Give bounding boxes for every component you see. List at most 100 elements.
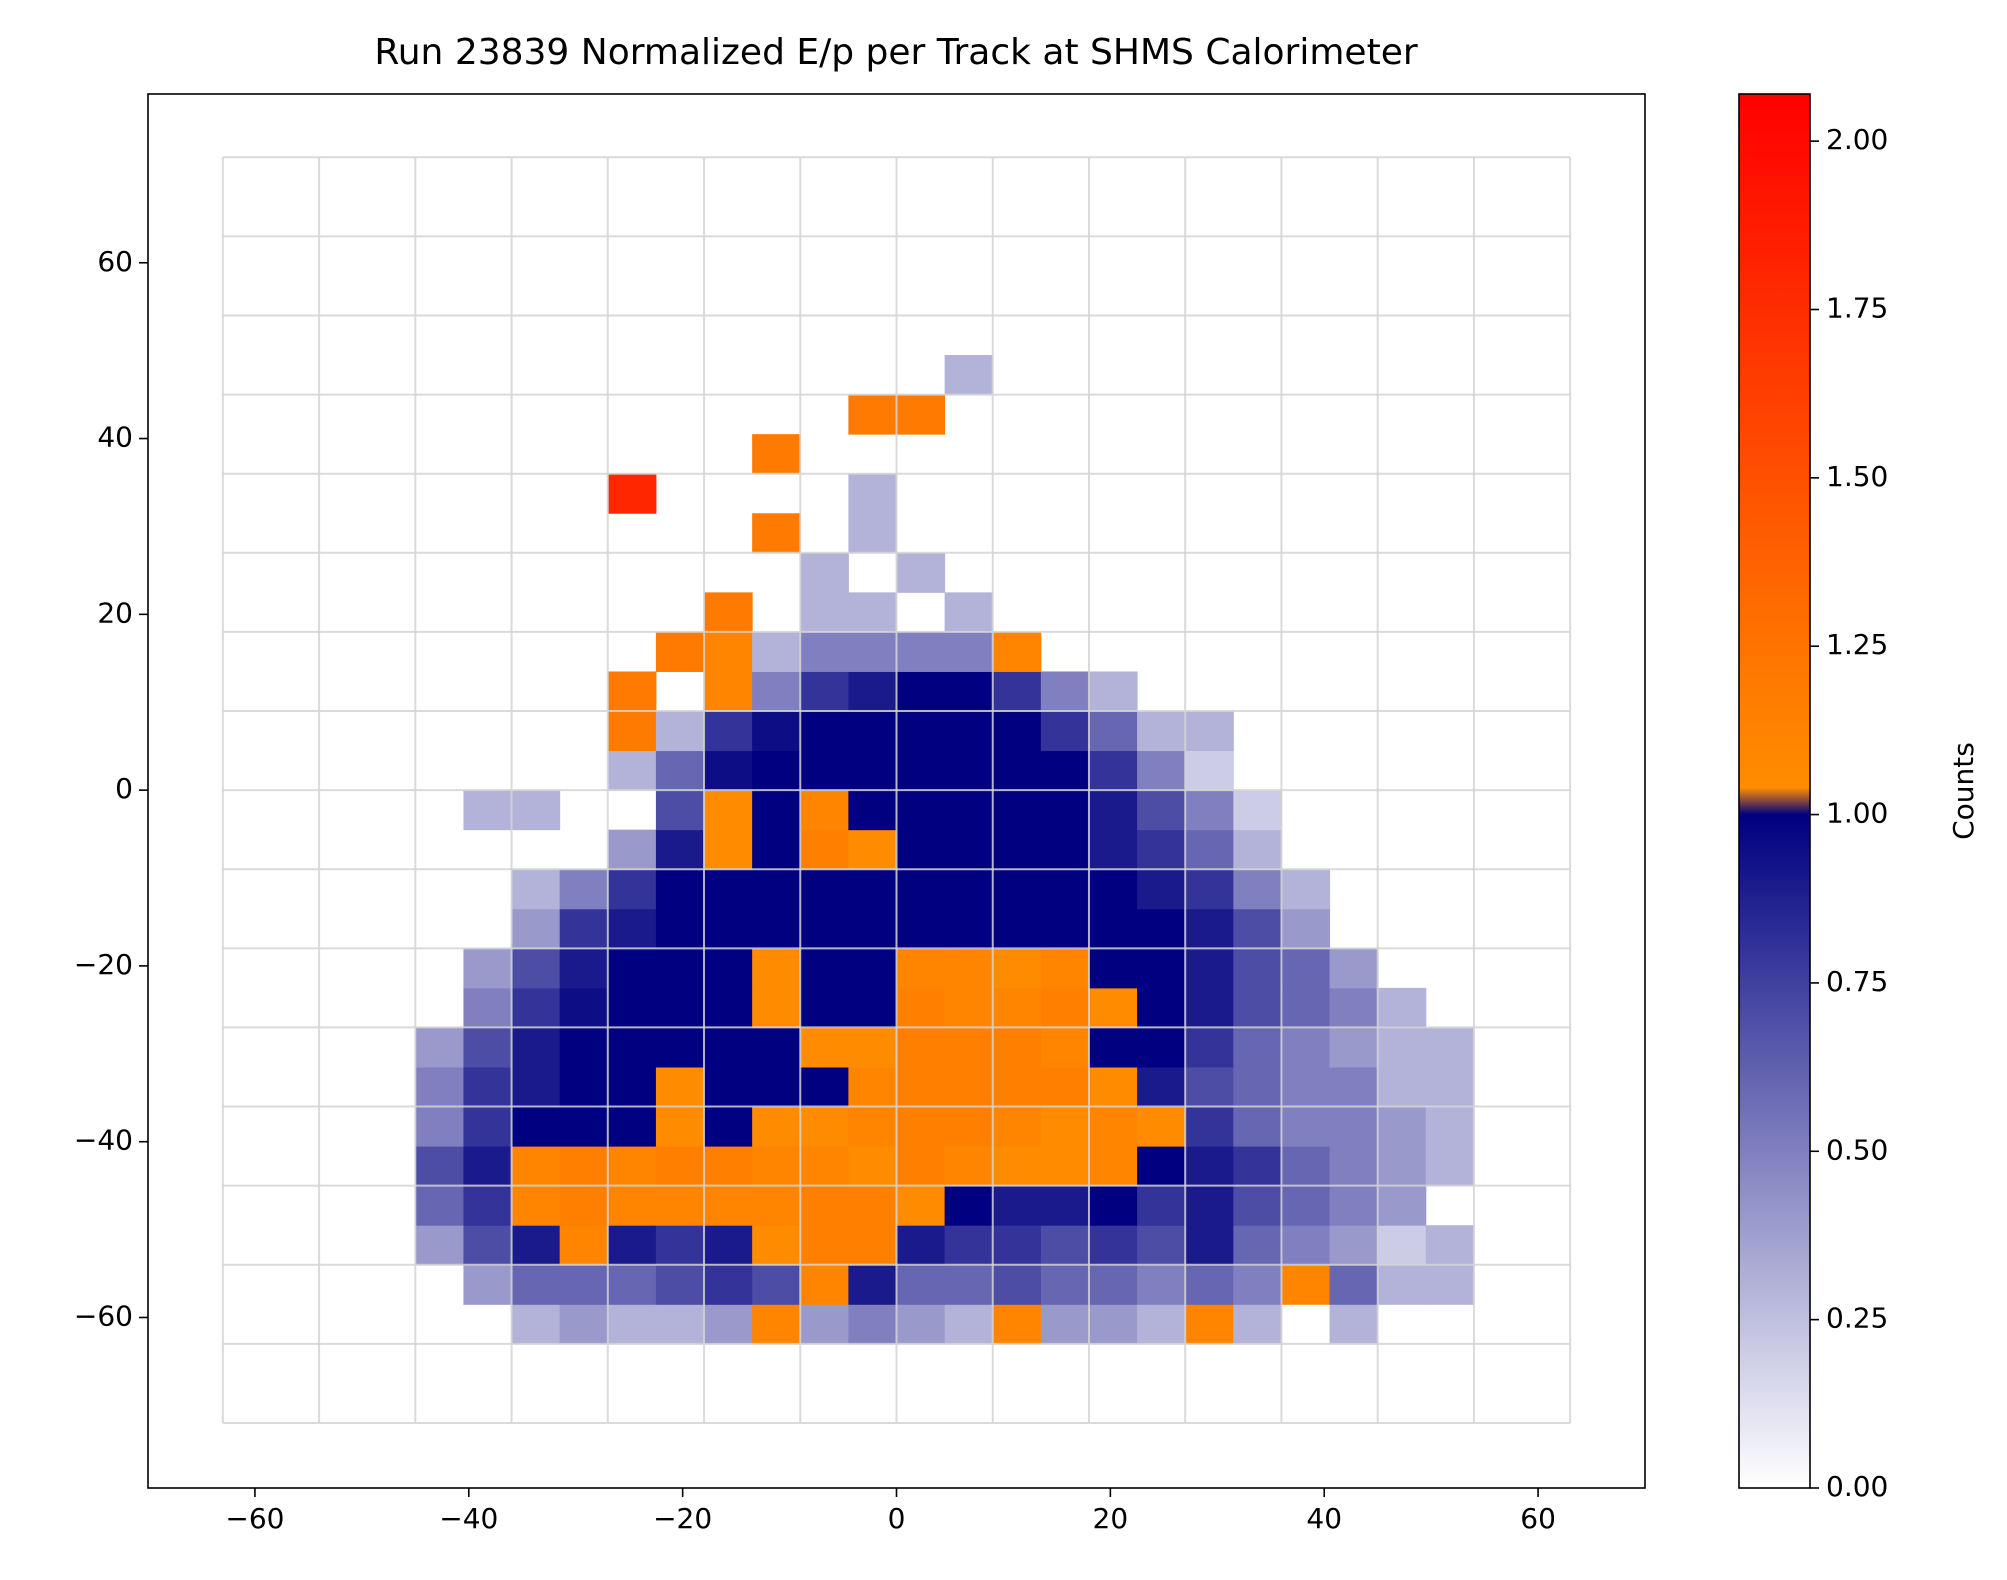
heatmap-cell xyxy=(848,1304,897,1345)
heatmap-cell xyxy=(511,790,561,831)
heatmap-cell xyxy=(1377,1066,1427,1108)
x-tick-label: −40 xyxy=(439,1502,498,1535)
heatmap-cell xyxy=(607,1146,657,1187)
heatmap-cell xyxy=(704,592,753,633)
heatmap-cell xyxy=(1281,1027,1331,1068)
heatmap-cell xyxy=(800,1304,849,1345)
heatmap-cell xyxy=(1377,1264,1427,1305)
y-tick-label: −40 xyxy=(74,1124,133,1157)
heatmap-cell xyxy=(1185,1264,1234,1305)
heatmap-cell xyxy=(992,790,1042,831)
heatmap-cell xyxy=(559,1304,609,1345)
heatmap-cell xyxy=(1137,987,1186,1028)
heatmap-cell xyxy=(800,552,849,593)
heatmap-cell xyxy=(848,1225,897,1266)
heatmap-cell xyxy=(848,869,897,910)
heatmap-cell xyxy=(1137,790,1186,831)
x-tick-label: 40 xyxy=(1306,1502,1342,1535)
heatmap-cell xyxy=(1425,1066,1475,1108)
heatmap-cell xyxy=(1040,671,1090,712)
heatmap-cell xyxy=(415,1066,464,1108)
heatmap-cell xyxy=(1137,1106,1186,1147)
heatmap-cell xyxy=(896,987,946,1028)
heatmap-cell xyxy=(896,790,946,831)
heatmap-cell xyxy=(752,1185,801,1226)
heatmap-cell xyxy=(800,1027,849,1068)
heatmap-cell xyxy=(800,671,849,712)
colorbar-tick-label: 1.25 xyxy=(1826,628,1888,661)
heatmap-cell xyxy=(848,790,897,831)
heatmap-cell xyxy=(415,1106,464,1147)
heatmap-cell xyxy=(896,829,946,870)
heatmap-cell xyxy=(655,829,705,870)
heatmap-cell xyxy=(607,829,657,870)
heatmap-cell xyxy=(1185,1185,1234,1226)
heatmap-cell xyxy=(896,394,946,435)
heatmap-cell xyxy=(704,750,753,791)
heatmap-cell xyxy=(655,1027,705,1068)
heatmap-cell xyxy=(848,711,897,752)
heatmap-cell xyxy=(1185,869,1234,910)
heatmap-cell xyxy=(800,908,849,949)
heatmap-cell xyxy=(655,869,705,910)
heatmap-cell xyxy=(655,750,705,791)
heatmap-cell xyxy=(896,1185,946,1226)
heatmap-cell xyxy=(752,1066,801,1108)
heatmap-cell xyxy=(1040,1225,1090,1266)
heatmap-cell xyxy=(752,434,801,475)
heatmap-cell xyxy=(1137,1225,1186,1266)
heatmap-cell xyxy=(992,1027,1042,1068)
heatmap-cell xyxy=(655,1225,705,1266)
heatmap-cell xyxy=(848,948,897,989)
heatmap-cell xyxy=(944,869,994,910)
heatmap-cell xyxy=(704,1304,753,1345)
heatmap-cell xyxy=(944,1066,994,1108)
heatmap-cell xyxy=(752,869,801,910)
heatmap-cell xyxy=(848,513,897,554)
heatmap-cell xyxy=(1088,869,1138,910)
heatmap-cell xyxy=(463,1066,513,1108)
heatmap-cell xyxy=(1329,1264,1379,1305)
colorbar-tick-label: 1.00 xyxy=(1826,797,1888,830)
heatmap-cell xyxy=(1377,987,1427,1028)
heatmap-cell xyxy=(896,711,946,752)
heatmap-cell xyxy=(944,790,994,831)
heatmap-cell xyxy=(1329,1304,1379,1345)
heatmap-cell xyxy=(944,750,994,791)
heatmap-cell xyxy=(752,987,801,1028)
heatmap-cell xyxy=(992,908,1042,949)
heatmap-cell xyxy=(800,1146,849,1187)
colorbar-tick-label: 0.25 xyxy=(1826,1302,1888,1335)
heatmap-cell xyxy=(1281,869,1331,910)
heatmap-cell xyxy=(944,1106,994,1147)
heatmap-cell xyxy=(511,1264,561,1305)
heatmap-cell xyxy=(607,869,657,910)
heatmap-cell xyxy=(1425,1225,1475,1266)
heatmap-cell xyxy=(896,1027,946,1068)
heatmap-cell xyxy=(1088,829,1138,870)
heatmap-cell xyxy=(1088,790,1138,831)
heatmap-cell xyxy=(752,1225,801,1266)
y-tick-label: 40 xyxy=(97,421,133,454)
heatmap-cell xyxy=(463,987,513,1028)
x-tick-label: 0 xyxy=(888,1502,906,1535)
heatmap-cell xyxy=(896,1225,946,1266)
heatmap-cell xyxy=(752,790,801,831)
heatmap-cell xyxy=(607,1106,657,1147)
heatmap-cell xyxy=(511,1146,561,1187)
heatmap-cell xyxy=(1233,1146,1282,1187)
heatmap-cell xyxy=(1185,711,1234,752)
heatmap-cell xyxy=(800,829,849,870)
heatmap-cell xyxy=(896,1066,946,1108)
heatmap-cell xyxy=(800,631,849,672)
heatmap-cell xyxy=(1137,869,1186,910)
heatmap-cell xyxy=(896,1304,946,1345)
heatmap-cell xyxy=(992,948,1042,989)
heatmap-cell xyxy=(1233,987,1282,1028)
heatmap-cell xyxy=(1040,750,1090,791)
heatmap-cell xyxy=(704,829,753,870)
heatmap-cell xyxy=(415,1146,464,1187)
heatmap-cell xyxy=(704,790,753,831)
heatmap-cell xyxy=(511,987,561,1028)
